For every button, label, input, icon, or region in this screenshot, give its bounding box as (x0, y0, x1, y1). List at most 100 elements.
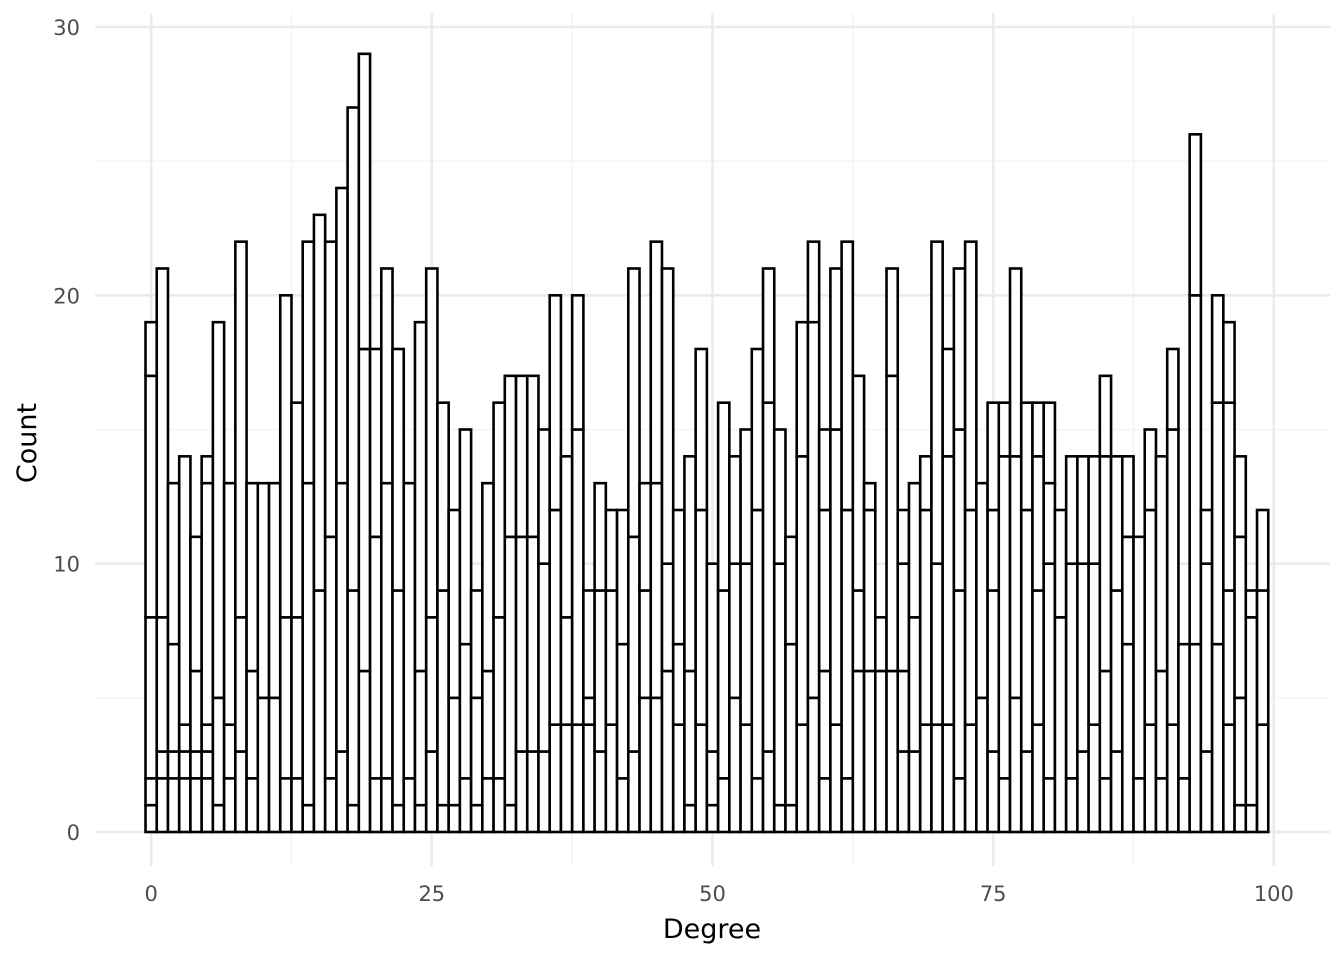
bar-bin-22 (391, 347, 406, 834)
bar-bin-69 (918, 455, 933, 834)
bar-segment (1098, 777, 1113, 834)
bar-bin-63 (851, 374, 866, 834)
bar-segment (671, 642, 686, 726)
bar-segment (357, 52, 372, 351)
bar-segment (907, 481, 922, 619)
x-axis-ticks: 0 25 50 75 100 (144, 882, 1293, 906)
y-tick-label: 30 (53, 16, 80, 40)
bar-segment (570, 294, 585, 431)
bar-bin-4 (189, 535, 203, 834)
bar-segment (705, 750, 720, 807)
bar-segment (413, 320, 428, 673)
bar-bin-10 (256, 481, 271, 834)
bar-segment (1019, 750, 1034, 834)
bar-segment (256, 481, 271, 700)
bar-segment (189, 750, 203, 780)
bar-segment (1165, 428, 1180, 726)
bar-segment (469, 589, 484, 700)
bar-segment (885, 267, 900, 378)
bar-segment (896, 750, 911, 834)
bar-bin-62 (840, 240, 855, 834)
bar-segment (267, 481, 282, 700)
bar-bin-47 (671, 508, 686, 834)
bar-segment (1233, 696, 1248, 807)
bar-bin-64 (862, 481, 877, 834)
bar-segment (211, 803, 226, 834)
bar-segment (626, 750, 641, 834)
bar-segment (885, 374, 900, 673)
bar-segment (739, 428, 754, 565)
bar-bin-54 (750, 347, 765, 834)
bar-segment (1233, 803, 1248, 834)
bar-segment (1244, 803, 1259, 834)
bar-bin-92 (1177, 642, 1191, 834)
y-tick-label: 20 (53, 284, 80, 308)
bar-segment (1199, 562, 1214, 753)
bar-bin-51 (716, 401, 731, 834)
bar-bin-68 (907, 481, 922, 834)
bar-segment (1222, 589, 1236, 726)
bar-segment (660, 669, 675, 834)
bar-segment (379, 267, 394, 485)
bar-segment (593, 589, 608, 753)
bar-segment (436, 401, 450, 592)
bar-bin-36 (548, 294, 563, 834)
bar-segment (873, 669, 888, 834)
bar-segment (1165, 347, 1180, 431)
bar-segment (402, 481, 417, 780)
bar-bin-3 (177, 455, 192, 834)
bar-segment (851, 669, 866, 834)
bar-bin-6 (211, 320, 226, 834)
bar-bin-94 (1199, 508, 1214, 834)
bar-bin-76 (997, 401, 1012, 834)
bar-bin-21 (379, 267, 394, 834)
bar-segment (1008, 696, 1023, 834)
bar-bin-26 (436, 401, 450, 834)
bar-segment (1255, 508, 1270, 592)
y-tick-label: 0 (67, 821, 80, 845)
bar-bin-38 (570, 294, 585, 834)
bar-segment (795, 723, 810, 834)
bar-segment (424, 267, 439, 619)
bar-segment (963, 240, 978, 512)
bar-segment (1188, 642, 1203, 834)
bar-segment (391, 803, 406, 834)
bar-segment (1132, 535, 1147, 780)
bar-segment (1120, 535, 1135, 646)
bar-segment (469, 803, 484, 834)
bar-segment (492, 777, 507, 834)
bar-segment (234, 750, 248, 834)
bar-bin-77 (1008, 267, 1023, 834)
bar-segment (750, 508, 765, 780)
bar-segment (784, 535, 799, 646)
bar-segment (671, 723, 686, 834)
bar-segment (177, 777, 192, 834)
bar-segment (1109, 589, 1124, 753)
bar-bin-7 (222, 481, 237, 834)
bar-segment (626, 267, 641, 539)
bar-segment (234, 240, 248, 619)
bar-segment (829, 723, 843, 834)
bar-bin-66 (885, 267, 900, 834)
bar-segment (997, 777, 1012, 834)
bar-bin-84 (1087, 455, 1102, 834)
bar-segment (1019, 401, 1034, 512)
bar-segment (447, 696, 462, 807)
bar-bin-16 (323, 240, 338, 834)
bar-segment (1076, 562, 1090, 753)
bar-segment (1255, 723, 1270, 834)
bar-segment (952, 777, 967, 834)
bar-segment (930, 562, 944, 726)
bar-segment (503, 803, 518, 834)
bar-segment (323, 535, 338, 780)
bar-segment (1031, 723, 1046, 834)
bar-segment (155, 777, 170, 834)
bar-segment (728, 455, 742, 565)
bar-bin-88 (1132, 535, 1147, 834)
bar-segment (368, 347, 383, 539)
bar-segment (211, 320, 226, 700)
bar-segment (379, 481, 394, 780)
bar-bin-32 (503, 374, 518, 834)
bar-segment (335, 750, 349, 834)
bar-segment (918, 455, 933, 512)
